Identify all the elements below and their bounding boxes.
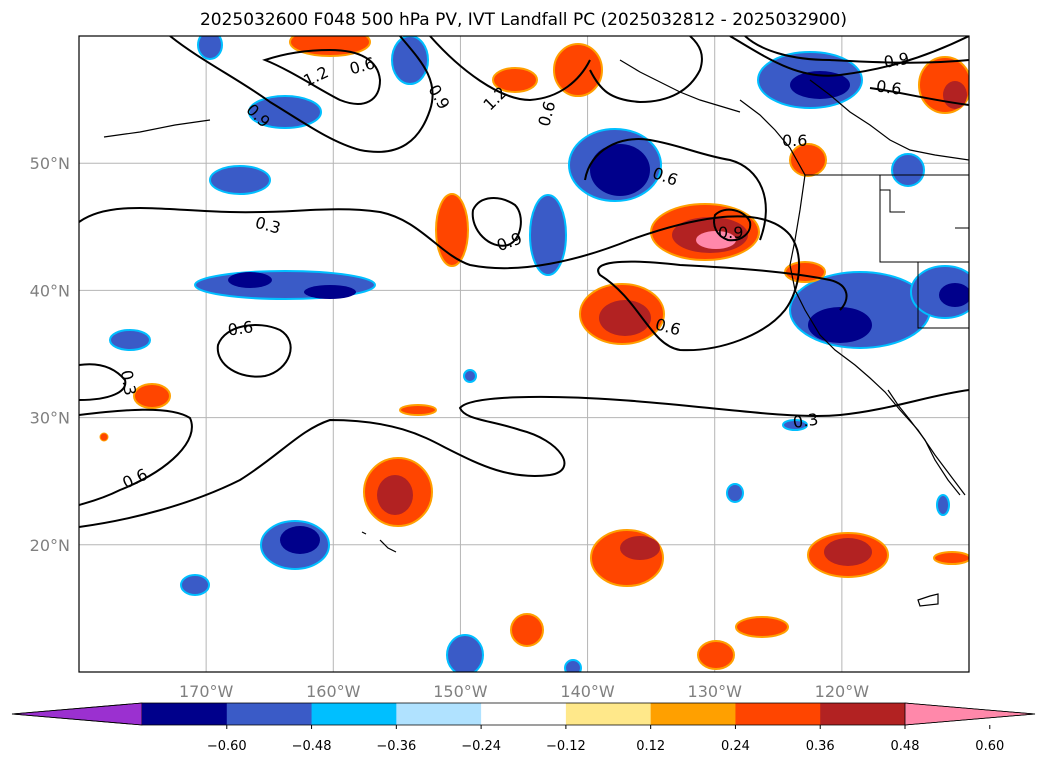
colorbar-segment: [396, 703, 482, 725]
colorbar-tick-label: −0.36: [376, 739, 416, 754]
map-frame: [78, 35, 970, 673]
map-title: 2025032600 F048 500 hPa PV, IVT Landfall…: [199, 10, 847, 30]
contour-label: 0.6: [227, 317, 255, 339]
contour-label: 0.6: [782, 131, 807, 150]
lon-tick-label: 150°W: [433, 682, 488, 701]
colorbar-extend-min: [11, 702, 143, 726]
lat-tick-label: 50°N: [30, 154, 70, 173]
colorbar-segment: [311, 703, 397, 725]
lon-tick-label: 160°W: [306, 682, 361, 701]
colorbar-tick-label: −0.12: [546, 739, 586, 754]
colorbar-tick-label: 0.12: [636, 739, 665, 754]
contour-label: 0.3: [117, 369, 140, 397]
boundaries: [805, 174, 969, 329]
lat-tick-label: 30°N: [30, 409, 70, 428]
positive-anomaly-shading: [99, 36, 969, 670]
colorbar-tick-label: 0.48: [891, 739, 920, 754]
colorbar-segment: [226, 703, 313, 725]
colorbar-segment: [565, 703, 652, 725]
colorbar-tick-label: −0.48: [292, 739, 332, 754]
colorbar-tick-label: 0.60: [975, 739, 1004, 754]
contour-label: 0.9: [718, 223, 743, 242]
colorbar-segment: [820, 703, 906, 725]
longitude-tick-labels: 170°W 160°W 150°W 140°W 130°W 120°W: [179, 682, 869, 701]
colorbar-segment: [735, 703, 821, 725]
colorbar-extend-max: [904, 702, 1036, 726]
lon-tick-label: 130°W: [688, 682, 743, 701]
colorbar-segment: [142, 703, 228, 725]
lon-tick-label: 120°W: [815, 682, 870, 701]
colorbar-segment: [481, 703, 567, 725]
lon-tick-label: 170°W: [179, 682, 234, 701]
lat-tick-label: 40°N: [30, 281, 70, 300]
colorbar-segment: [650, 703, 736, 725]
colorbar-tick-label: 0.24: [721, 739, 750, 754]
colorbar: −0.60 −0.48 −0.36 −0.24 −0.12 0.12 0.24 0.36 0.4…: [11, 702, 1036, 754]
contour-label: 0.3: [792, 410, 820, 432]
pv-contours: [79, 36, 969, 528]
colorbar-tick-label: 0.36: [806, 739, 835, 754]
contour-label: 0.6: [875, 76, 903, 98]
lat-tick-label: 20°N: [30, 536, 70, 555]
contour-label: 0.9: [882, 49, 910, 72]
colorbar-outline: [11, 702, 1036, 726]
colorbar-tick-label: −0.60: [207, 739, 247, 754]
latitude-tick-labels: 20°N 30°N 40°N 50°N: [30, 154, 70, 555]
lon-tick-label: 140°W: [560, 682, 615, 701]
colorbar-tick-label: −0.24: [461, 739, 501, 754]
negative-anomaly-shading: [109, 36, 969, 672]
